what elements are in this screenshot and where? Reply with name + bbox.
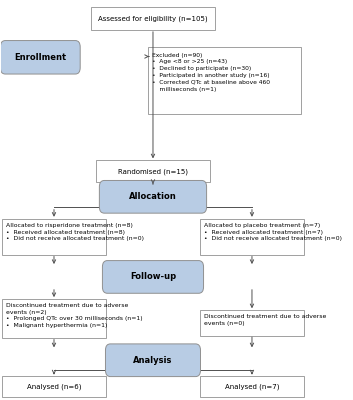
FancyBboxPatch shape	[0, 40, 80, 74]
Text: Discontinued treatment due to adverse
events (n=0): Discontinued treatment due to adverse ev…	[204, 314, 327, 326]
Text: Assessed for eligibility (n=105): Assessed for eligibility (n=105)	[98, 15, 208, 22]
Text: Analysis: Analysis	[133, 356, 173, 365]
FancyBboxPatch shape	[106, 344, 201, 376]
Text: Follow-up: Follow-up	[130, 272, 176, 282]
Text: Excluded (n=90)
•  Age <8 or >25 (n=43)
•  Declined to participate (n=30)
•  Par: Excluded (n=90) • Age <8 or >25 (n=43) •…	[152, 52, 270, 92]
FancyBboxPatch shape	[2, 376, 106, 397]
Text: Analysed (n=7): Analysed (n=7)	[225, 383, 279, 390]
FancyBboxPatch shape	[200, 218, 304, 255]
Text: Allocation: Allocation	[129, 192, 177, 201]
FancyBboxPatch shape	[100, 180, 207, 213]
FancyBboxPatch shape	[200, 376, 304, 397]
FancyBboxPatch shape	[2, 299, 106, 338]
Text: Randomised (n=15): Randomised (n=15)	[118, 168, 188, 174]
Text: Enrollment: Enrollment	[14, 53, 66, 62]
Text: Allocated to risperidone treatment (n=8)
•  Received allocated treatment (n=8)
•: Allocated to risperidone treatment (n=8)…	[6, 223, 144, 241]
Text: Allocated to placebo treatment (n=7)
•  Received allocated treatment (n=7)
•  Di: Allocated to placebo treatment (n=7) • R…	[204, 223, 342, 241]
Text: Discontinued treatment due to adverse
events (n=2)
•  Prolonged QTc over 30 mill: Discontinued treatment due to adverse ev…	[6, 303, 143, 328]
FancyBboxPatch shape	[91, 7, 215, 30]
FancyBboxPatch shape	[200, 310, 304, 336]
FancyBboxPatch shape	[96, 160, 210, 182]
FancyBboxPatch shape	[148, 47, 301, 114]
FancyBboxPatch shape	[102, 260, 204, 293]
FancyBboxPatch shape	[2, 218, 106, 255]
Text: Analysed (n=6): Analysed (n=6)	[27, 383, 81, 390]
